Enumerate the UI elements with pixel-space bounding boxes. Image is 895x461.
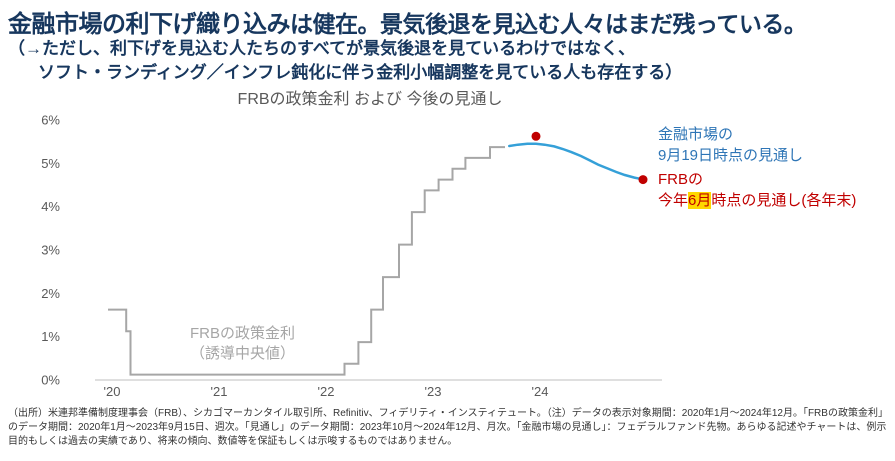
headline-emphasis: 金融市場の利下げ織り込み xyxy=(8,11,291,38)
x-tick-label: '20 xyxy=(104,384,121,399)
frb-outlook-dot xyxy=(531,131,541,141)
x-tick-label: '22 xyxy=(318,384,335,399)
chart-title: FRBの政策金利 および 今後の見通し xyxy=(237,91,503,108)
y-tick-label: 3% xyxy=(41,243,60,258)
frb-outlook-label: FRBの 今年6月時点の見通し(各年末) xyxy=(658,169,856,211)
x-tick-label: '21 xyxy=(211,384,228,399)
subline-2: ソフト・ランディング／インフレ鈍化に伴う金利小幅調整を見ている人も存在する） xyxy=(38,63,683,82)
y-tick-label: 0% xyxy=(41,373,60,388)
policy-rate-label: FRBの政策金利 （誘導中央値） xyxy=(190,324,295,364)
frb-outlook-dot xyxy=(638,175,648,185)
policy-rate-step-line xyxy=(108,146,505,376)
headline: 金融市場の利下げ織り込みは健在。景気後退を見込む人々はまだ残っている。 xyxy=(8,4,807,39)
market-outlook-line xyxy=(508,142,645,181)
frb-outlook-label-pre: 今年 xyxy=(658,192,689,209)
chart-canvas: 0% 1% 2% 3% 4% 5% 6% '20 '21 '22 '23 '24 xyxy=(41,113,662,399)
subline-1: （→ただし、利下げを見込む人たちのすべてが景気後退を見ているわけではなく、 xyxy=(8,39,636,58)
y-tick-label: 1% xyxy=(41,329,60,344)
y-tick-label: 2% xyxy=(41,286,60,301)
x-tick-label: '23 xyxy=(425,384,442,399)
frb-outlook-label-line2: 今年6月時点の見通し(各年末) xyxy=(658,190,856,211)
frb-outlook-label-line1: FRBの xyxy=(658,171,704,188)
market-outlook-label: 金融市場の 9月19日時点の見通し xyxy=(658,124,803,166)
frb-outlook-label-post: 時点の見通し(各年末) xyxy=(711,192,857,209)
y-tick-label: 6% xyxy=(41,113,60,128)
policy-rate-label-line1: FRBの政策金利 xyxy=(190,325,296,342)
june-highlight: 6月 xyxy=(688,192,712,209)
source-footnote: （出所）米連邦準備制度理事会（FRB）、シカゴマーカンタイル取引所、Refini… xyxy=(8,408,888,448)
y-tick-label: 5% xyxy=(41,156,60,171)
market-outlook-label-line2: 9月19日時点の見通し xyxy=(658,147,804,164)
headline-rest: は健在。景気後退を見込む人々はまだ残っている。 xyxy=(290,11,807,37)
market-outlook-label-line1: 金融市場の xyxy=(658,126,734,143)
x-tick-label: '24 xyxy=(532,384,549,399)
y-tick-label: 4% xyxy=(41,199,60,214)
policy-rate-label-line2: （誘導中央値） xyxy=(190,345,296,362)
